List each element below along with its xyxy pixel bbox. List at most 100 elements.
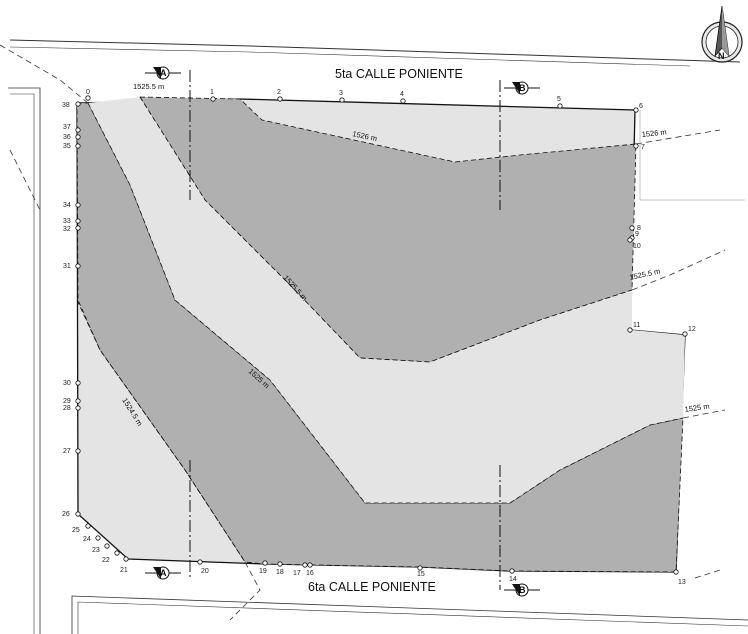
survey-point-label: 3 [339, 90, 343, 97]
survey-point-label: 21 [120, 567, 128, 574]
survey-point-label: 1 [210, 89, 214, 96]
section-marker: B [504, 81, 540, 95]
survey-point-marker [277, 561, 283, 567]
survey-point-label: 7 [641, 144, 645, 151]
contour-extension [0, 44, 89, 104]
survey-point-marker [123, 556, 129, 562]
survey-point-marker [75, 398, 81, 404]
street-label-south: 6ta CALLE PONIENTE [308, 580, 436, 594]
contour-extension [229, 561, 261, 621]
survey-point-marker [75, 405, 81, 411]
survey-point-label: 36 [63, 134, 71, 141]
survey-point-label: 16 [306, 570, 314, 577]
survey-point-marker [262, 560, 268, 566]
survey-point-label: 28 [63, 405, 71, 412]
survey-point-marker [509, 568, 515, 574]
contour-line [139, 96, 633, 363]
survey-point-marker [75, 101, 81, 107]
survey-point-marker [75, 225, 81, 231]
contour-line [76, 299, 246, 563]
street-line [9, 39, 741, 63]
survey-point-label: 25 [72, 527, 80, 534]
survey-point-marker [114, 550, 120, 556]
survey-point-label: 22 [102, 557, 110, 564]
survey-point-label: 10 [633, 243, 641, 250]
street-line [8, 87, 41, 634]
section-marker-label: B [519, 585, 526, 595]
survey-point-label: 31 [63, 263, 71, 270]
survey-point-marker [633, 107, 639, 113]
section-marker-label: A [160, 68, 167, 78]
survey-point-marker [557, 103, 563, 109]
survey-point-label: 29 [63, 398, 71, 405]
survey-point-label: 32 [63, 226, 71, 233]
survey-point-marker [633, 143, 639, 149]
survey-point-label: 14 [509, 576, 517, 583]
street-line [639, 110, 745, 201]
survey-point-label: 20 [201, 568, 209, 575]
survey-point-label: 27 [63, 448, 71, 455]
survey-point-label: 6 [639, 103, 643, 110]
survey-point-label: 17 [293, 570, 301, 577]
street-line [77, 601, 748, 634]
survey-point-label: 38 [62, 102, 70, 109]
survey-point-marker [104, 543, 110, 549]
survey-point-label: 4 [400, 91, 404, 98]
survey-point-marker [400, 98, 406, 104]
survey-point-marker [307, 562, 313, 568]
contour-extension [682, 409, 726, 419]
survey-point-label: 24 [83, 536, 91, 543]
contour-label: 1525 m [684, 402, 710, 414]
survey-point-marker [95, 535, 101, 541]
svg-text:N: N [718, 51, 725, 61]
survey-point-marker [302, 562, 308, 568]
survey-point-label: 33 [63, 218, 71, 225]
survey-point-label: 15 [417, 571, 425, 578]
section-marker-label: A [160, 568, 167, 578]
survey-point-label: 13 [678, 579, 686, 586]
survey-point-label: 37 [63, 124, 71, 131]
survey-point-marker [629, 225, 635, 231]
survey-point-marker [417, 565, 423, 571]
survey-point-marker [627, 327, 633, 333]
survey-point-marker [85, 523, 91, 529]
survey-point-marker [682, 331, 688, 337]
survey-point-label: 11 [633, 322, 640, 329]
survey-point-marker [85, 95, 91, 101]
survey-point-label: 35 [63, 143, 71, 150]
survey-point-label: 18 [276, 569, 284, 576]
contour-extension [635, 129, 721, 145]
contour-label: 1525.5 m [133, 82, 164, 91]
survey-point-label: 2 [277, 89, 281, 96]
survey-point-marker [75, 134, 81, 140]
contour-extension [631, 249, 726, 291]
survey-point-label: 5 [557, 96, 561, 103]
section-marker-label: B [519, 83, 526, 93]
survey-point-label: 23 [92, 547, 100, 554]
survey-point-marker [673, 569, 679, 575]
survey-point-marker [75, 202, 81, 208]
survey-point-label: 26 [62, 511, 70, 518]
survey-point-marker [75, 127, 81, 133]
survey-point-label: 19 [259, 568, 267, 575]
survey-point-marker [627, 237, 633, 243]
zone-middle-light [88, 97, 685, 503]
survey-point-label: 8 [637, 225, 641, 232]
survey-point-marker [210, 96, 216, 102]
section-marker: A [145, 66, 181, 80]
survey-point-label: 34 [63, 202, 71, 209]
survey-point-label: 12 [688, 326, 696, 333]
street-line [9, 46, 691, 67]
survey-point-label: 0 [86, 89, 90, 96]
survey-point-marker [75, 448, 81, 454]
survey-point-marker [339, 97, 345, 103]
survey-point-marker [75, 511, 81, 517]
street-label-north: 5ta CALLE PONIENTE [335, 67, 463, 81]
survey-point-marker [75, 263, 81, 269]
survey-point-marker [75, 380, 81, 386]
contour-extension [9, 149, 41, 211]
survey-point-label: 30 [63, 380, 71, 387]
contour-label: 1526 m [641, 127, 667, 139]
street-line [71, 595, 748, 634]
